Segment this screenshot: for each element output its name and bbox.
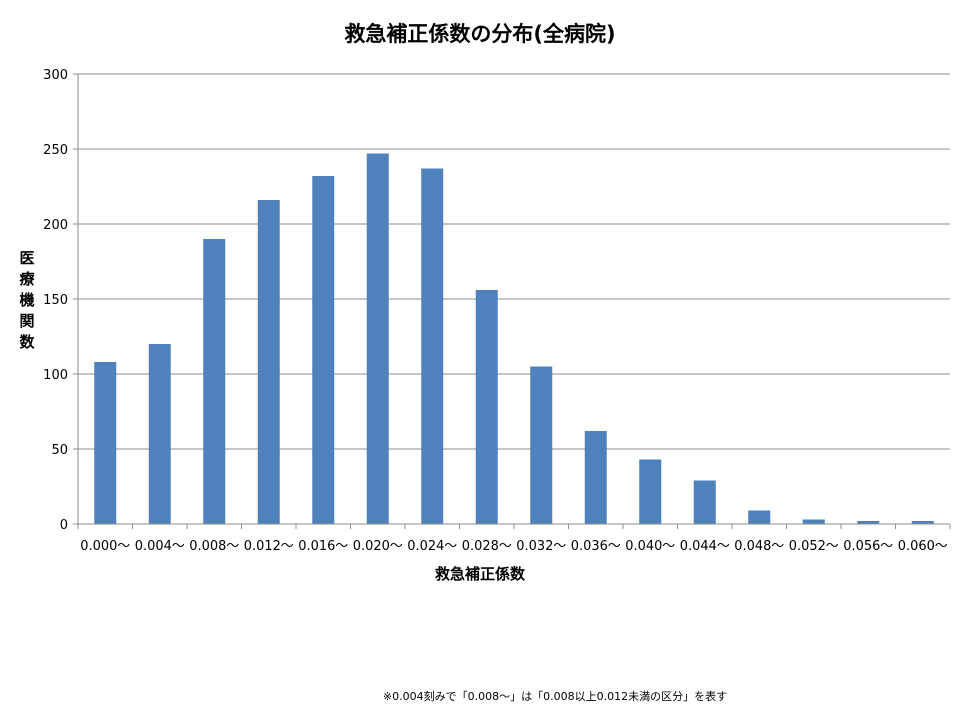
bar xyxy=(530,366,553,524)
x-tick-label: 0.044〜 xyxy=(680,539,730,554)
x-tick-label: 0.020〜 xyxy=(353,539,403,554)
bar xyxy=(366,153,389,524)
y-axis-label: 医療機関数 xyxy=(19,249,35,351)
x-tick-label: 0.000〜 xyxy=(80,539,130,554)
bar xyxy=(802,519,825,524)
y-tick-label: 100 xyxy=(43,368,68,383)
bar xyxy=(312,176,335,524)
y-tick-label: 0 xyxy=(60,518,68,533)
x-tick-label: 0.008〜 xyxy=(189,539,239,554)
bar xyxy=(148,344,171,524)
x-tick-label: 0.036〜 xyxy=(571,539,621,554)
footnote: ※0.004刻みで「0.008〜」は「0.008以上0.012未満の区分」を表す xyxy=(382,690,728,703)
bar xyxy=(421,168,444,524)
x-tick-labels: 0.000〜 0.004〜 0.008〜 0.012〜 0.016〜 0.020〜 0.02… xyxy=(80,539,948,554)
bar xyxy=(911,521,934,524)
x-axis-label: 救急補正係数 xyxy=(434,565,525,583)
bar xyxy=(639,459,662,524)
bar xyxy=(748,510,771,524)
bars xyxy=(94,153,934,524)
x-tick-label: 0.032〜 xyxy=(516,539,566,554)
axes xyxy=(73,73,951,529)
bar xyxy=(94,362,117,524)
bar xyxy=(203,239,226,524)
chart-title: 救急補正係数の分布(全病院) xyxy=(344,22,616,46)
bar xyxy=(857,521,880,524)
x-tick-label: 0.056〜 xyxy=(843,539,893,554)
x-tick-label: 0.028〜 xyxy=(462,539,512,554)
x-tick-label: 0.012〜 xyxy=(244,539,294,554)
bar xyxy=(475,290,498,524)
bar xyxy=(257,200,280,524)
y-tick-label: 300 xyxy=(43,68,68,83)
x-tick-label: 0.052〜 xyxy=(789,539,839,554)
y-tick-labels: 0 50 100 150 200 250 300 xyxy=(43,68,68,533)
bar xyxy=(584,431,607,524)
y-tick-label: 250 xyxy=(43,143,68,158)
x-tick-label: 0.024〜 xyxy=(407,539,457,554)
y-tick-label: 150 xyxy=(43,293,68,308)
x-tick-label: 0.004〜 xyxy=(135,539,185,554)
y-tick-label: 50 xyxy=(51,443,68,458)
x-tick-label: 0.048〜 xyxy=(734,539,784,554)
y-tick-label: 200 xyxy=(43,218,68,233)
x-tick-label: 0.040〜 xyxy=(625,539,675,554)
x-tick-label: 0.060〜 xyxy=(898,539,948,554)
bar xyxy=(693,480,716,524)
x-tick-label: 0.016〜 xyxy=(298,539,348,554)
